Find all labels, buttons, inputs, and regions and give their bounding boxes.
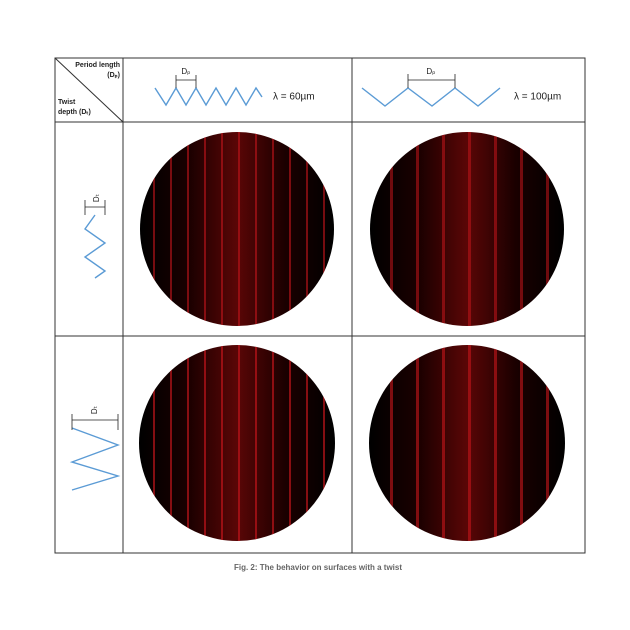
zigzag	[361, 87, 501, 107]
speckle-image	[370, 132, 564, 326]
speckle-image	[369, 345, 565, 541]
column-label: λ = 100µm	[514, 92, 561, 103]
corner-diagonal	[54, 57, 124, 123]
column-label: λ = 60µm	[273, 92, 315, 103]
corner-period-symbol: (Dₚ)	[107, 72, 120, 79]
zigzag	[83, 214, 107, 279]
dt-symbol: Dₜ	[90, 406, 99, 414]
dt-symbol: Dₜ	[92, 194, 101, 202]
zigzag	[154, 86, 263, 107]
corner-twist-symbol: depth (Dₜ)	[58, 109, 91, 116]
corner-period-label: Period length	[75, 62, 120, 69]
dp-symbol: Dₚ	[426, 67, 435, 76]
table-border	[54, 57, 586, 554]
speckle-image	[139, 345, 335, 541]
caption: Fig. 2: The behavior on surfaces with a …	[234, 563, 402, 572]
dp-symbol: Dₚ	[181, 67, 190, 76]
speckle-image	[140, 132, 334, 326]
corner-twist-label: Twist	[58, 99, 76, 106]
zigzag	[69, 427, 121, 491]
